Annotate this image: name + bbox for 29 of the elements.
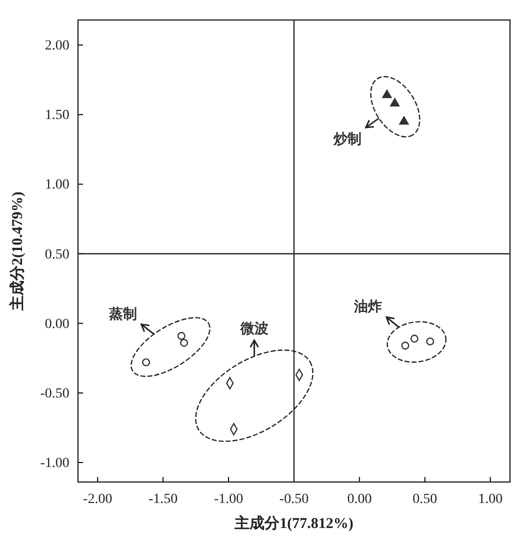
text: 蒸制 bbox=[108, 306, 137, 322]
x-tick-label: -0.50 bbox=[279, 492, 309, 508]
x-axis-title: 主成分1(77.812%) bbox=[234, 514, 354, 532]
text: 油炸 bbox=[353, 299, 382, 316]
point bbox=[401, 342, 410, 350]
y-tick-label: 0.00 bbox=[44, 316, 70, 332]
text: 微波 bbox=[239, 321, 268, 338]
point bbox=[390, 98, 400, 106]
point bbox=[177, 332, 186, 340]
x-tick-label: 0.00 bbox=[347, 492, 372, 508]
point bbox=[142, 358, 150, 366]
y-axis-title: 主成分2(10.479%) bbox=[8, 192, 26, 312]
y-tick-label: -1.00 bbox=[40, 456, 70, 471]
point bbox=[399, 116, 409, 125]
point bbox=[180, 338, 188, 347]
point bbox=[426, 337, 434, 346]
y-tick-label: 1.00 bbox=[44, 178, 70, 193]
x-tick-label: -1.00 bbox=[214, 492, 244, 508]
y-tick-label: -0.50 bbox=[40, 386, 70, 402]
x-tick-label: -1.50 bbox=[148, 492, 178, 508]
x-tick-label: 0.50 bbox=[412, 492, 438, 508]
y-tick-label: 0.50 bbox=[44, 247, 70, 262]
text: 炒制 bbox=[332, 131, 362, 148]
point bbox=[382, 90, 392, 98]
point bbox=[410, 334, 418, 343]
x-tick-label: 1.00 bbox=[478, 492, 503, 508]
y-tick-label: 2.00 bbox=[44, 38, 70, 54]
y-tick-label: 1.50 bbox=[44, 108, 70, 124]
x-tick-label: -2.00 bbox=[83, 492, 112, 508]
